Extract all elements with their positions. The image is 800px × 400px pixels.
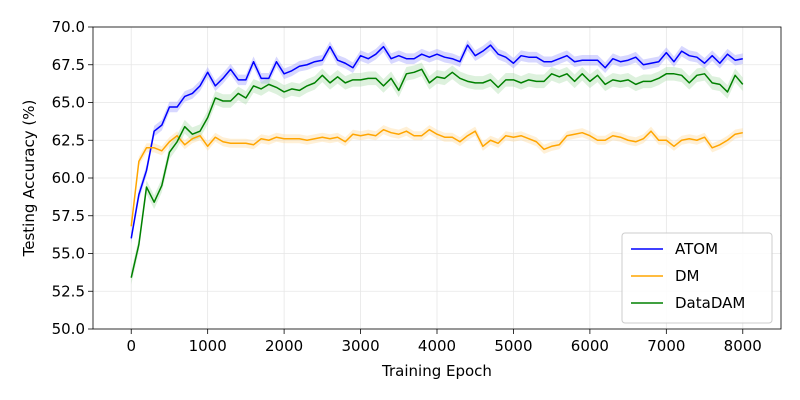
atom-line — [130, 44, 743, 239]
legend-box — [621, 232, 773, 324]
dm-line — [130, 128, 743, 227]
y-tick-label: 52.5 — [52, 282, 85, 300]
y-tick-label: 67.5 — [52, 56, 85, 74]
x-tick-label: 0 — [126, 337, 136, 355]
x-tick-label: 1000 — [189, 337, 227, 355]
x-tick-label: 7000 — [647, 337, 685, 355]
legend-label-atom: ATOM — [675, 240, 718, 258]
legend: ATOM DM DataDAM — [621, 232, 773, 324]
y-tick-label: 65.0 — [52, 94, 85, 112]
legend-label-datadam: DataDAM — [675, 294, 745, 312]
x-axis-label: Training Epoch — [381, 362, 492, 380]
x-tick-label: 8000 — [724, 337, 762, 355]
legend-label-dm: DM — [675, 267, 700, 285]
y-tick-label: 60.0 — [52, 169, 85, 187]
y-tick-label: 70.0 — [52, 18, 85, 36]
y-tick-label: 57.5 — [52, 207, 85, 225]
x-axis-ticks: 0 1000 2000 3000 4000 5000 6000 7000 8000 — [126, 329, 762, 355]
y-tick-label: 55.0 — [52, 245, 85, 263]
y-tick-label: 50.0 — [52, 320, 85, 338]
x-tick-label: 6000 — [571, 337, 609, 355]
x-tick-label: 5000 — [494, 337, 532, 355]
y-tick-label: 62.5 — [52, 131, 85, 149]
y-axis-ticks: 50.0 52.5 55.0 57.5 60.0 62.5 65.0 67.5 70.0 — [52, 18, 93, 338]
x-tick-label: 3000 — [341, 337, 379, 355]
datadam-line — [130, 68, 744, 278]
x-tick-label: 2000 — [265, 337, 303, 355]
x-tick-label: 4000 — [418, 337, 456, 355]
series-lines — [130, 44, 744, 278]
confidence-bands — [131, 39, 743, 285]
dm-band — [131, 125, 743, 231]
y-axis-label: Testing Accuracy (%) — [20, 100, 38, 258]
